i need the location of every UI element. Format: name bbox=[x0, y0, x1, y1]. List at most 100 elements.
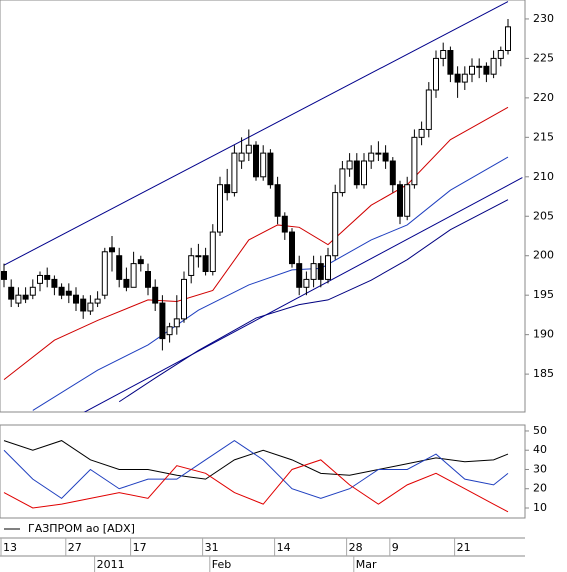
candle-body bbox=[274, 184, 281, 217]
month-label: Feb bbox=[212, 558, 231, 571]
candle-body bbox=[65, 290, 72, 296]
price-plot bbox=[1, 1, 523, 412]
candle-body bbox=[404, 184, 411, 217]
indicator-line bbox=[3, 440, 509, 480]
candle-body bbox=[188, 255, 195, 276]
candle-body bbox=[497, 50, 504, 59]
y-tick-label: 190 bbox=[533, 328, 554, 341]
candle-body bbox=[469, 65, 475, 75]
candle-body bbox=[433, 57, 439, 91]
candle-body bbox=[217, 184, 223, 233]
x-tick-label: 27 bbox=[68, 541, 82, 554]
candle-body bbox=[253, 144, 259, 178]
candle-body bbox=[238, 152, 245, 162]
candle-body bbox=[181, 278, 187, 320]
candle-body bbox=[80, 298, 87, 312]
candle-body bbox=[224, 184, 231, 194]
candle-body bbox=[87, 302, 94, 312]
candle-body bbox=[310, 263, 317, 280]
candle-body bbox=[1, 271, 7, 280]
candle-body bbox=[397, 184, 403, 217]
indicator-plot bbox=[3, 439, 509, 513]
candle-body bbox=[389, 160, 396, 186]
month-label: Mar bbox=[356, 558, 377, 571]
candle-body bbox=[22, 294, 29, 300]
y-tick-label: 210 bbox=[533, 170, 554, 183]
overlay-line bbox=[83, 177, 523, 412]
y-tick-label: 50 bbox=[533, 424, 547, 437]
candle-body bbox=[303, 278, 310, 288]
indicator-line bbox=[3, 459, 509, 513]
candle-body bbox=[447, 50, 454, 75]
overlay-line bbox=[3, 1, 509, 266]
indicator-line bbox=[3, 439, 509, 500]
candle-body bbox=[317, 263, 324, 280]
y-tick-label: 40 bbox=[533, 443, 547, 456]
x-tick-label: 17 bbox=[133, 541, 147, 554]
candle-body bbox=[173, 318, 180, 328]
candle-body bbox=[483, 65, 490, 75]
candle-body bbox=[375, 152, 382, 155]
x-tick-label: 14 bbox=[277, 541, 291, 554]
x-tick-label: 21 bbox=[457, 541, 471, 554]
y-tick-label: 230 bbox=[533, 12, 554, 25]
y-tick-label: 215 bbox=[533, 130, 554, 143]
legend-label: ГАЗПРОМ ао [ADX] bbox=[28, 522, 135, 535]
candle-body bbox=[346, 160, 353, 170]
candle-body bbox=[281, 215, 288, 233]
candle-body bbox=[94, 298, 101, 304]
overlay-line bbox=[32, 156, 509, 411]
candle-body bbox=[137, 259, 144, 265]
indicator-panel bbox=[0, 424, 526, 519]
candle-body bbox=[159, 302, 166, 340]
candle-body bbox=[425, 89, 432, 130]
candle-body bbox=[44, 274, 51, 280]
candle-body bbox=[130, 263, 137, 288]
y-tick-label: 200 bbox=[533, 249, 554, 262]
candle-body bbox=[202, 255, 209, 273]
candle-body bbox=[332, 192, 339, 257]
candle-body bbox=[145, 271, 151, 288]
candle-body bbox=[361, 160, 367, 186]
candle-body bbox=[260, 152, 267, 178]
x-tick-label: 9 bbox=[392, 541, 399, 554]
candle-body bbox=[339, 168, 346, 194]
candle-body bbox=[101, 251, 108, 296]
candle-body bbox=[505, 26, 511, 52]
y-tick-label: 195 bbox=[533, 288, 554, 301]
candle-body bbox=[325, 255, 331, 280]
candle-body bbox=[245, 144, 252, 154]
candle-body bbox=[8, 286, 15, 300]
candle-body bbox=[289, 231, 295, 265]
candle-body bbox=[454, 73, 461, 83]
candle-body bbox=[231, 152, 238, 194]
candle-body bbox=[267, 152, 274, 186]
candle-body bbox=[29, 286, 36, 296]
month-label: 2011 bbox=[97, 558, 125, 571]
candle-body bbox=[411, 136, 418, 186]
candle-body bbox=[116, 255, 123, 280]
candle-body bbox=[353, 160, 360, 186]
candle-body bbox=[166, 326, 173, 336]
x-tick-label: 13 bbox=[3, 541, 17, 554]
overlay-line bbox=[118, 199, 509, 403]
candle-body bbox=[51, 278, 58, 288]
candle-body bbox=[382, 152, 389, 162]
candle-body bbox=[73, 294, 79, 304]
candle-body bbox=[195, 255, 202, 258]
candle-body bbox=[490, 57, 497, 75]
candle-body bbox=[58, 286, 65, 296]
candle-body bbox=[368, 152, 375, 162]
y-tick-label: 20 bbox=[533, 482, 547, 495]
candle-body bbox=[296, 263, 303, 288]
candle-body bbox=[461, 73, 468, 83]
candle-body bbox=[15, 294, 22, 304]
candle-body bbox=[109, 247, 115, 253]
candle-body bbox=[37, 274, 43, 284]
candle-body bbox=[152, 286, 159, 304]
x-tick-label: 31 bbox=[205, 541, 219, 554]
candle-body bbox=[418, 128, 425, 138]
candle-body bbox=[123, 278, 130, 288]
y-tick-label: 220 bbox=[533, 91, 554, 104]
